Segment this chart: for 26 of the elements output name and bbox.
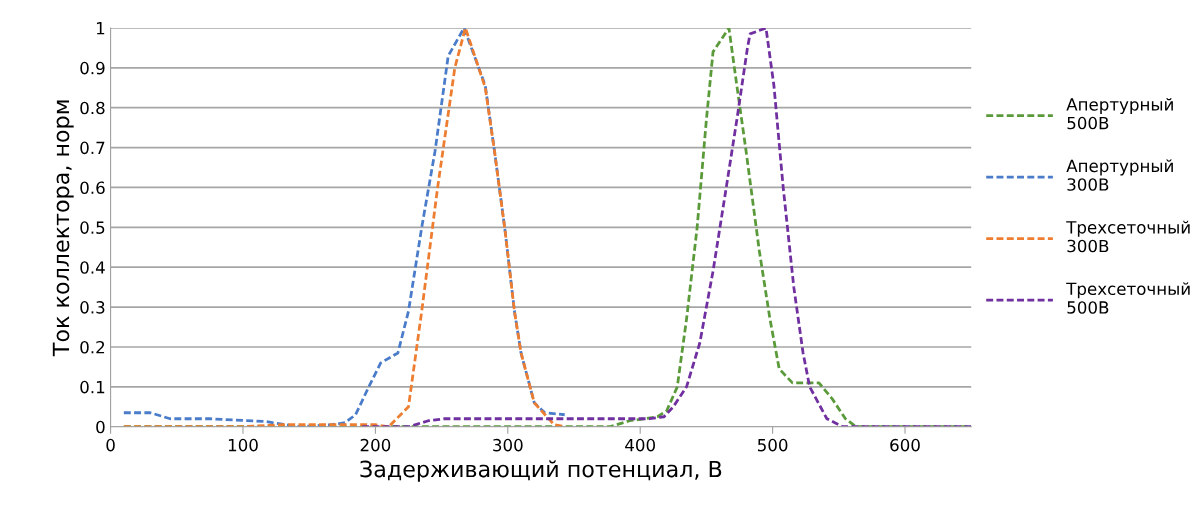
legend-label: Апертурный 500В: [1066, 97, 1173, 130]
line-series: [360, 27, 972, 427]
x-tick-label: 100: [228, 438, 258, 452]
y-axis-title: Ток коллектора, норм: [52, 100, 74, 357]
x-tick-label: 0: [106, 438, 115, 452]
y-tick-label: 0.5: [80, 221, 105, 234]
y-tick-label: 0.2: [80, 340, 105, 354]
legend-label: Апертурный 300В: [1066, 159, 1173, 191]
x-axis-title: Задерживающий потенциал, В: [360, 460, 722, 482]
y-tick-label: 0.6: [80, 181, 105, 195]
x-tick-label: 600: [890, 438, 920, 452]
y-tick-label: 0.8: [80, 101, 105, 115]
x-tick-label: 400: [625, 438, 655, 452]
legend-label: Трехсеточный 300В: [1066, 220, 1190, 253]
legend-label: Трехсеточный 500В: [1066, 282, 1190, 314]
x-tick-label: 200: [360, 438, 391, 452]
y-tick-label: 0: [96, 420, 105, 434]
y-tick-label: 0.1: [80, 380, 105, 394]
y-tick-label: 0.3: [80, 301, 105, 314]
line-series: [122, 27, 567, 427]
x-tick-label: 500: [757, 438, 788, 452]
x-tick-label: 300: [493, 438, 523, 452]
y-tick-label: 0.4: [80, 261, 105, 274]
y-tick-label: 0.9: [80, 61, 105, 75]
y-tick-label: 1: [96, 22, 105, 35]
y-tick-label: 0.7: [80, 141, 105, 155]
